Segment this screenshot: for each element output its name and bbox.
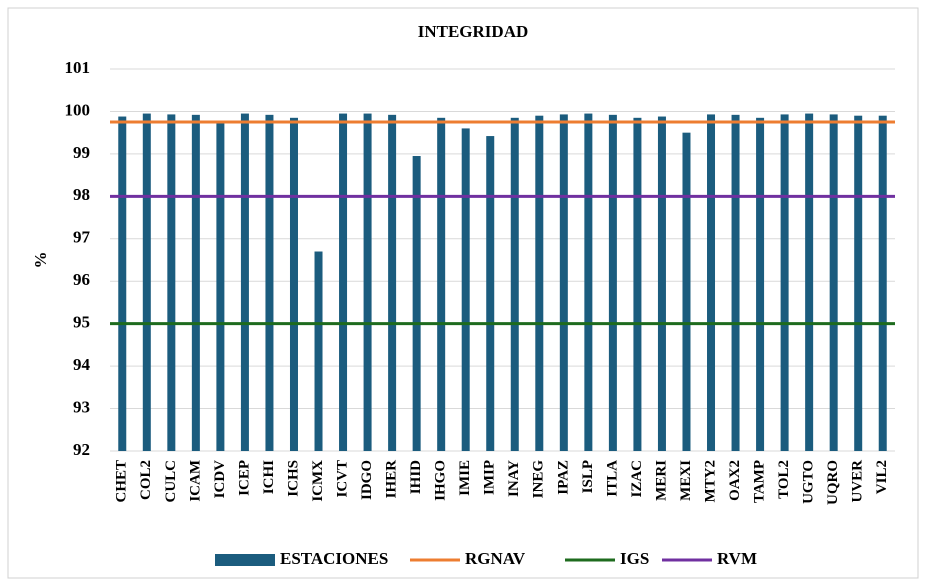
- y-tick-label: 99: [73, 143, 90, 162]
- bar: [118, 116, 127, 451]
- x-tick-label: CULC: [163, 460, 179, 503]
- bar: [388, 114, 397, 451]
- bar: [535, 115, 544, 451]
- x-tick-label: UGTO: [801, 460, 817, 504]
- bar: [682, 132, 691, 451]
- x-tick-label: MTY2: [702, 460, 718, 503]
- x-tick-label: IPAZ: [555, 460, 571, 495]
- legend-label: ESTACIONES: [280, 549, 388, 568]
- x-tick-label: ICAM: [187, 460, 203, 502]
- x-tick-label: MERI: [653, 460, 669, 501]
- legend-label: RGNAV: [465, 549, 526, 568]
- x-tick-label: ITLA: [604, 460, 620, 497]
- x-tick-label: ICEP: [236, 460, 252, 496]
- bar: [559, 114, 568, 451]
- y-axis-label: %: [31, 252, 50, 269]
- x-tick-label: OAX2: [727, 460, 743, 501]
- x-tick-label: CHET: [114, 460, 130, 503]
- x-tick-label: UVER: [850, 460, 866, 503]
- x-tick-label: TOL2: [776, 460, 792, 499]
- y-tick-label: 98: [73, 185, 90, 204]
- x-tick-label: UQRO: [825, 460, 841, 505]
- bar: [437, 117, 446, 452]
- x-tick-label: ICHS: [285, 460, 301, 497]
- bar: [412, 156, 421, 451]
- bar: [608, 114, 617, 451]
- bar: [486, 136, 495, 451]
- y-tick-label: 95: [73, 313, 90, 332]
- x-tick-label: IHID: [408, 460, 424, 494]
- bar: [805, 113, 814, 452]
- bar: [510, 117, 519, 452]
- y-tick-label: 93: [73, 397, 90, 416]
- bar: [854, 115, 863, 451]
- x-tick-label: ICVT: [334, 460, 350, 498]
- x-tick-label: IHGO: [433, 460, 449, 501]
- x-tick-label: ICHI: [261, 460, 277, 494]
- bar: [829, 114, 838, 451]
- x-tick-label: VIL2: [874, 460, 890, 494]
- bar: [461, 128, 470, 451]
- legend-label: IGS: [620, 549, 649, 568]
- x-tick-label: COL2: [138, 460, 154, 500]
- bar: [731, 114, 740, 451]
- x-tick-label: IZAC: [629, 460, 645, 498]
- bar: [142, 113, 151, 452]
- x-tick-label: ISLP: [580, 460, 596, 493]
- chart-title: INTEGRIDAD: [418, 22, 529, 41]
- bar: [339, 113, 348, 452]
- x-tick-label: MEXI: [678, 460, 694, 501]
- x-tick-label: TAMP: [752, 460, 768, 503]
- x-tick-label: INEG: [531, 460, 547, 499]
- bar: [878, 115, 887, 451]
- x-tick-label: INAY: [506, 460, 522, 497]
- bar: [240, 113, 249, 452]
- y-tick-label: 96: [73, 270, 90, 289]
- y-tick-label: 92: [73, 440, 90, 459]
- y-tick-label: 97: [73, 228, 91, 247]
- bar: [289, 117, 298, 452]
- bar: [191, 114, 200, 451]
- bar: [584, 113, 593, 452]
- x-tick-label: IHER: [384, 460, 400, 499]
- y-tick-label: 101: [65, 58, 91, 77]
- bar: [707, 114, 716, 451]
- bar: [265, 114, 274, 451]
- y-tick-label: 100: [65, 100, 91, 119]
- bar: [314, 251, 323, 451]
- legend-swatch: [215, 554, 275, 566]
- x-tick-label: IMIP: [482, 460, 498, 495]
- y-tick-label: 94: [73, 355, 91, 374]
- bar: [216, 123, 225, 451]
- x-tick-label: ICMX: [310, 460, 326, 502]
- legend-label: RVM: [717, 549, 757, 568]
- bar: [363, 113, 372, 452]
- bar: [167, 114, 176, 451]
- bar: [780, 114, 789, 451]
- x-tick-label: IMIE: [457, 460, 473, 496]
- x-tick-label: ICDV: [212, 460, 228, 499]
- bar: [756, 117, 765, 452]
- bar: [633, 117, 642, 452]
- bar: [657, 116, 666, 451]
- x-tick-label: IDGO: [359, 460, 375, 500]
